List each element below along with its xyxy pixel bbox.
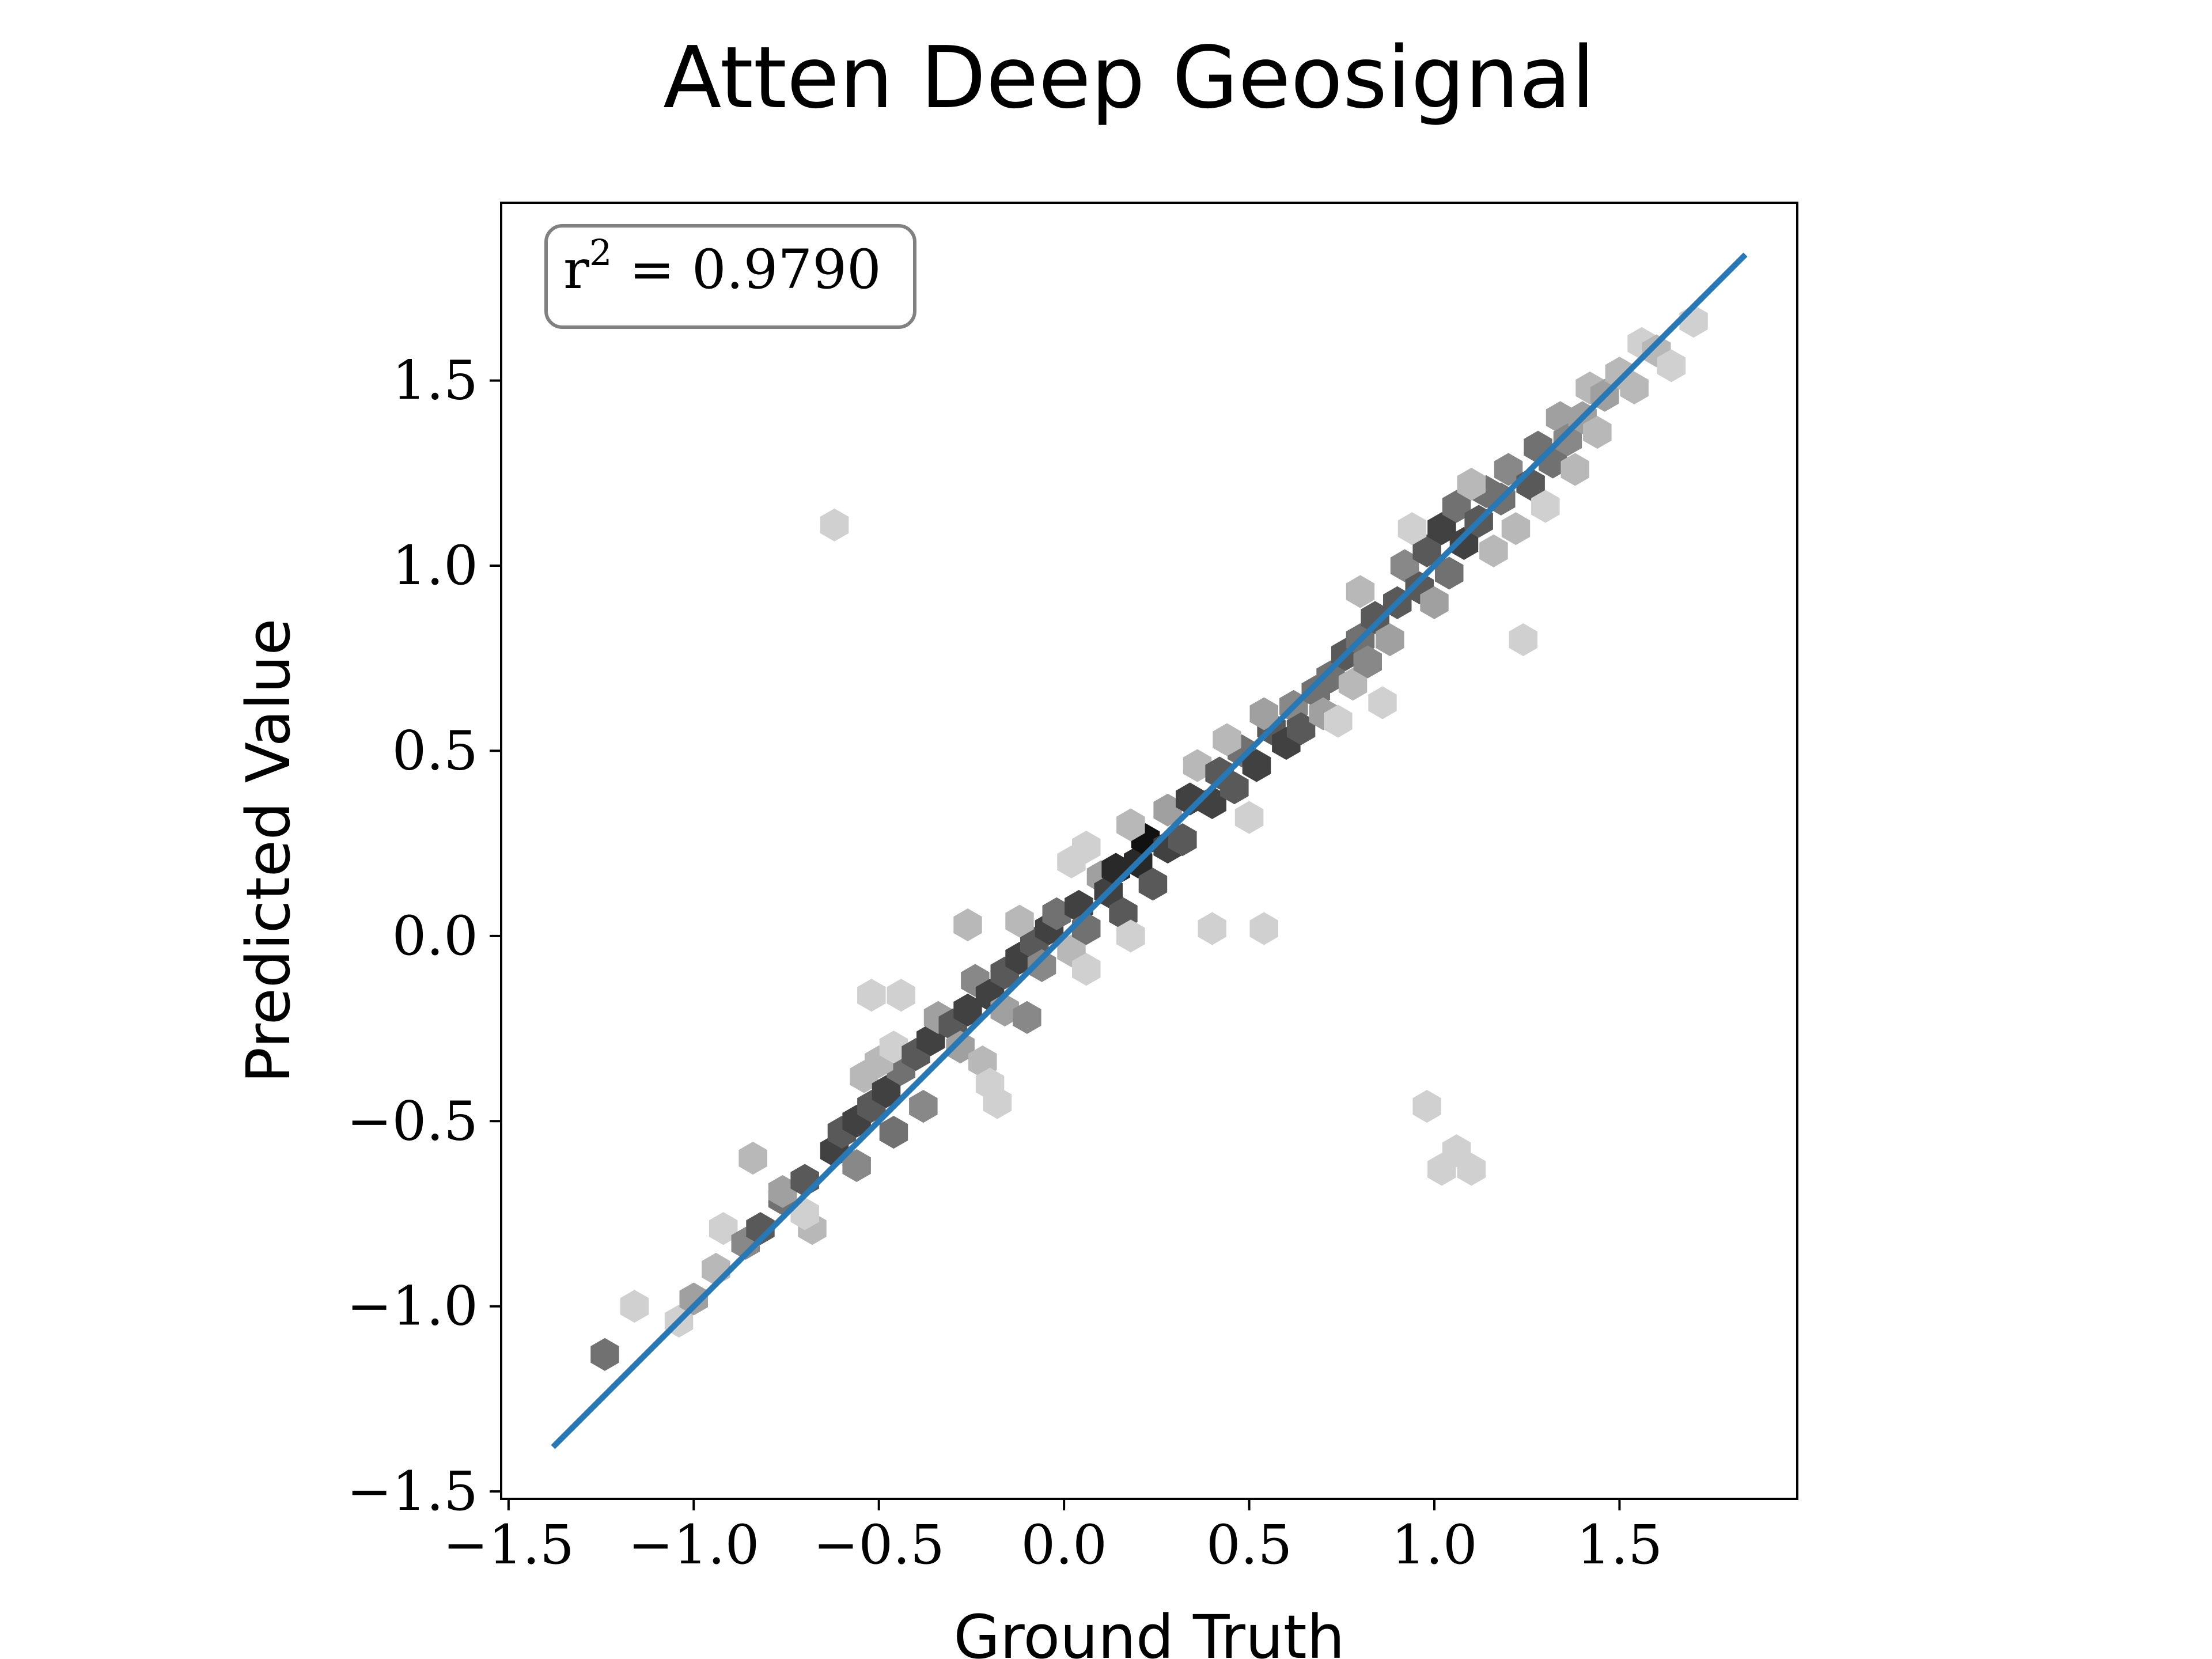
fit-line bbox=[551, 252, 1748, 1449]
r-squared-annotation: r2 = 0.9790 bbox=[544, 224, 916, 329]
hexbin-cell-92 bbox=[1368, 686, 1397, 719]
hexbin-cell-29 bbox=[857, 979, 886, 1012]
x-axis-label: Ground Truth bbox=[953, 1602, 1344, 1659]
hexbin-cell-71 bbox=[1198, 912, 1226, 945]
hexbin-cell-108 bbox=[1479, 534, 1508, 567]
hexbin-cell-130 bbox=[820, 508, 849, 541]
annotation-value: = 0.9790 bbox=[612, 238, 881, 301]
hexbin-cell-42 bbox=[1013, 1001, 1041, 1034]
hexbin-cell-93 bbox=[1376, 623, 1404, 657]
hexbin-cell-0 bbox=[590, 1338, 619, 1371]
hexbin-cell-122 bbox=[1583, 416, 1612, 449]
x-tick-label: 0.0 bbox=[1021, 1514, 1107, 1577]
hexbin-cell-50 bbox=[1072, 953, 1101, 986]
hexbin-cell-99 bbox=[1397, 512, 1427, 546]
x-tick-label: −1.0 bbox=[628, 1514, 759, 1577]
hexbin-cell-63 bbox=[1116, 808, 1145, 842]
y-tick-label: 1.0 bbox=[392, 535, 479, 597]
hexbin-cell-54 bbox=[1072, 831, 1101, 864]
hexbin-cell-133 bbox=[1427, 1153, 1456, 1186]
hexbin-cell-32 bbox=[946, 1031, 975, 1064]
hexbin-cell-134 bbox=[1457, 1153, 1486, 1186]
y-tick-label: 0.5 bbox=[392, 719, 479, 782]
hexbin-cell-45 bbox=[953, 908, 982, 942]
hexbin-cell-62 bbox=[1138, 868, 1168, 901]
y-axis-label: Predicted Value bbox=[233, 619, 304, 1084]
hexbin-cell-74 bbox=[1213, 723, 1241, 756]
hexbin-cell-115 bbox=[1531, 490, 1560, 523]
y-tick-label: 0.0 bbox=[392, 905, 479, 968]
fit-line-layer bbox=[551, 252, 1748, 1449]
annotation-box bbox=[544, 224, 916, 329]
x-tick-label: 1.5 bbox=[1577, 1514, 1663, 1577]
hexbin-cell-77 bbox=[1234, 801, 1264, 834]
y-tick-label: −0.5 bbox=[347, 1090, 478, 1153]
x-tick-label: −0.5 bbox=[813, 1514, 945, 1577]
hexbin-cell-30 bbox=[887, 979, 915, 1012]
hexbin-cell-111 bbox=[1501, 512, 1531, 546]
x-tick-label: 1.0 bbox=[1391, 1514, 1478, 1577]
plot-frame bbox=[500, 202, 1798, 1500]
hexbin-cell-44 bbox=[1005, 904, 1034, 938]
hexbin-cell-112 bbox=[1509, 623, 1537, 657]
y-tick-label: −1.5 bbox=[347, 1460, 478, 1523]
hexbin-cell-38 bbox=[975, 1067, 1005, 1101]
hexbin-cell-68 bbox=[1183, 749, 1212, 782]
annotation-exponent: 2 bbox=[589, 232, 612, 274]
hexbin-cell-21 bbox=[879, 1116, 908, 1149]
hexbin-cell-119 bbox=[1560, 453, 1589, 486]
y-axis-ticks: −1.5 −1.0 −0.5 0.0 0.5 1.0 1.5 bbox=[347, 350, 501, 1523]
hexbin-cell-90 bbox=[1353, 645, 1382, 679]
hexbin-cell-100 bbox=[1420, 586, 1449, 619]
x-tick-label: 0.5 bbox=[1206, 1514, 1293, 1577]
hexbin-cell-1 bbox=[620, 1290, 649, 1323]
hexbin-cell-5 bbox=[709, 1212, 738, 1245]
hexbin-cell-79 bbox=[1249, 697, 1278, 730]
hexbin-cell-128 bbox=[1657, 349, 1686, 382]
hexbin-cell-59 bbox=[1116, 919, 1145, 953]
hexbin-cell-9 bbox=[738, 1142, 767, 1175]
hexbin-cell-94 bbox=[1346, 575, 1375, 608]
hexbin-cell-107 bbox=[1457, 468, 1486, 501]
y-tick-label: 1.5 bbox=[392, 350, 479, 412]
x-axis-ticks: −1.5 −1.0 −0.5 0.0 0.5 1.0 1.5 bbox=[443, 1499, 1662, 1577]
x-tick-label: −1.5 bbox=[443, 1514, 574, 1577]
hexbin-cell-24 bbox=[879, 1031, 908, 1064]
hexbin-cell-47 bbox=[1027, 949, 1056, 982]
hexbin-cell-131 bbox=[1412, 1090, 1441, 1123]
annotation-text: r2 = 0.9790 bbox=[563, 232, 881, 301]
annotation-prefix: r bbox=[563, 238, 589, 301]
hexbin-cell-110 bbox=[1494, 453, 1523, 486]
hexbin-cell-86 bbox=[1324, 704, 1353, 738]
hexbin-cell-26 bbox=[909, 1090, 938, 1123]
hexbin-cell-76 bbox=[1249, 912, 1278, 945]
hexbin-layer bbox=[590, 305, 1708, 1371]
y-tick-label: −1.0 bbox=[347, 1275, 478, 1338]
chart-title: Atten Deep Geosignal bbox=[663, 28, 1595, 127]
